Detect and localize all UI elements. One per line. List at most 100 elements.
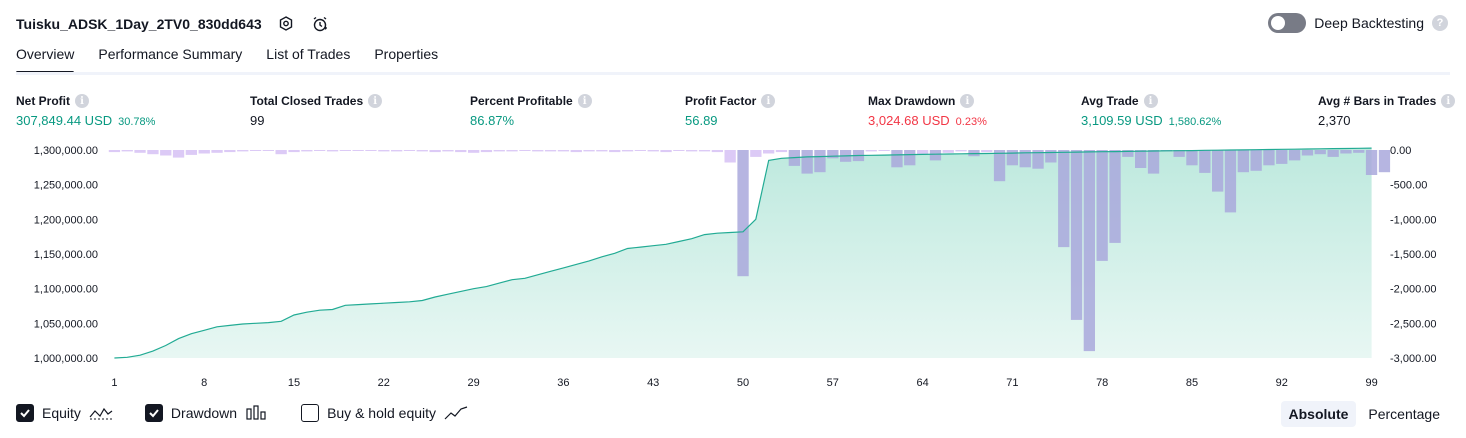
drawdown-bar — [929, 150, 942, 161]
drawdown-bar — [391, 150, 403, 152]
x-axis-tick: 92 — [1276, 377, 1288, 389]
deep-backtesting-toggle[interactable] — [1268, 13, 1307, 33]
alert-clock-icon[interactable] — [310, 14, 330, 34]
drawdown-bar — [339, 150, 351, 151]
x-axis-tick: 50 — [737, 377, 749, 389]
deep-backtesting-label: Deep Backtesting — [1314, 15, 1424, 31]
right-axis-tick: 0.00 — [1390, 145, 1411, 157]
info-icon[interactable]: i — [577, 94, 592, 108]
equity-line — [114, 147, 1372, 359]
metric-avg-trade: Avg Trade i 3,109.59 USD 1,580.62% — [1081, 94, 1221, 128]
right-axis-tick: -500.00 — [1390, 180, 1427, 192]
percentage-button[interactable]: Percentage — [1368, 406, 1440, 422]
drawdown-bar — [634, 150, 646, 151]
drawdown-bar — [1353, 150, 1365, 153]
metric-label: Percent Profitable — [470, 94, 573, 108]
info-icon[interactable]: i — [368, 94, 383, 108]
info-icon[interactable]: i — [1441, 94, 1456, 108]
drawdown-bar — [1135, 150, 1147, 168]
drawdown-bar — [904, 150, 916, 166]
drawdown-bar — [211, 150, 223, 153]
drawdown-bar — [570, 150, 582, 153]
tab-properties[interactable]: Properties — [374, 46, 439, 62]
left-axis-tick: 1,200,000.00 — [34, 214, 98, 226]
info-icon[interactable]: i — [960, 94, 975, 108]
metric-net-profit: Net Profit i 307,849.44 USD 30.78% — [16, 94, 155, 128]
drawdown-bar — [891, 150, 903, 168]
drawdown-bar — [506, 150, 518, 152]
right-axis-tick: -3,000.00 — [1390, 353, 1436, 365]
legend-buy-hold-label: Buy & hold equity — [327, 405, 437, 421]
buy-hold-line-icon — [444, 406, 468, 420]
x-axis-tick: 1 — [111, 377, 117, 389]
tab-divider — [16, 72, 1450, 75]
settings-icon[interactable] — [276, 14, 296, 34]
metric-value: 307,849.44 USD — [16, 113, 113, 128]
drawdown-bar — [1212, 150, 1224, 192]
drawdown-bar — [955, 150, 967, 152]
equity-drawdown-chart[interactable]: 1,000,000.00 1,050,000.00 1,100,000.00 1,15… — [0, 140, 1466, 396]
drawdown-bar — [1032, 150, 1044, 169]
x-axis-tick: 85 — [1186, 377, 1198, 389]
buy-hold-checkbox[interactable] — [301, 404, 320, 422]
tab-overview[interactable]: Overview — [16, 46, 75, 74]
drawdown-bar — [698, 150, 711, 152]
x-axis-tick: 99 — [1365, 377, 1377, 389]
legend-buy-hold[interactable]: Buy & hold equity — [301, 404, 468, 422]
drawdown-bar — [429, 150, 441, 153]
tab-bar: Overview Performance Summary List of Tra… — [16, 46, 439, 74]
drawdown-bar — [981, 150, 993, 153]
drawdown-bar — [724, 150, 736, 163]
metric-value: 3,024.68 USD — [868, 113, 950, 128]
legend-drawdown-label: Drawdown — [170, 405, 238, 421]
help-icon[interactable]: ? — [1432, 15, 1448, 31]
tab-list-of-trades[interactable]: List of Trades — [266, 46, 351, 62]
drawdown-bar — [1327, 150, 1339, 157]
x-axis-tick: 71 — [1006, 377, 1018, 389]
drawdown-bar — [416, 150, 428, 152]
x-axis-tick: 64 — [916, 377, 928, 389]
info-icon[interactable]: i — [761, 94, 776, 108]
drawdown-bars-icon — [246, 405, 266, 420]
info-icon[interactable]: i — [75, 94, 89, 108]
info-icon[interactable]: i — [1143, 94, 1158, 108]
drawdown-bar — [621, 150, 634, 152]
drawdown-bar — [455, 150, 467, 153]
x-axis-tick: 36 — [557, 377, 569, 389]
drawdown-bar — [827, 150, 839, 159]
right-axis-tick: -1,500.00 — [1390, 249, 1436, 261]
drawdown-bar — [172, 150, 185, 158]
drawdown-bar — [1045, 150, 1057, 163]
drawdown-bar — [1276, 150, 1288, 164]
drawdown-bar — [814, 150, 826, 173]
drawdown-bar — [1263, 150, 1275, 166]
left-axis-tick: 1,250,000.00 — [34, 180, 98, 192]
metric-value: 2,370 — [1318, 113, 1351, 128]
tab-performance-summary[interactable]: Performance Summary — [98, 46, 243, 62]
drawdown-bar — [288, 150, 300, 153]
metric-percent-profitable: Percent Profitable i 86.87% — [470, 94, 592, 128]
drawdown-checkbox[interactable] — [144, 404, 163, 422]
drawdown-bar — [134, 150, 146, 153]
drawdown-bar — [1250, 150, 1262, 171]
legend-drawdown[interactable]: Drawdown — [144, 404, 269, 422]
metric-max-drawdown: Max Drawdown i 3,024.68 USD 0.23% — [868, 94, 987, 128]
drawdown-bar — [1237, 150, 1249, 173]
metric-total-closed-trades: Total Closed Trades i 99 — [250, 94, 383, 128]
equity-checkbox[interactable] — [16, 404, 34, 422]
equity-line-icon — [89, 407, 113, 420]
drawdown-bar — [532, 150, 544, 152]
drawdown-bar — [1147, 150, 1160, 174]
deep-backtesting-control: Deep Backtesting ? — [1268, 13, 1448, 33]
absolute-button[interactable]: Absolute — [1280, 401, 1357, 427]
drawdown-bar — [108, 150, 121, 153]
drawdown-bar — [301, 150, 313, 152]
drawdown-bar — [544, 150, 557, 152]
metric-label: Total Closed Trades — [250, 94, 364, 108]
drawdown-bar — [262, 150, 274, 151]
legend-equity[interactable]: Equity — [16, 404, 113, 422]
drawdown-bar — [121, 150, 133, 152]
left-axis-tick: 1,000,000.00 — [34, 353, 98, 365]
drawdown-bar — [198, 150, 210, 154]
metric-value: 56.89 — [685, 113, 718, 128]
